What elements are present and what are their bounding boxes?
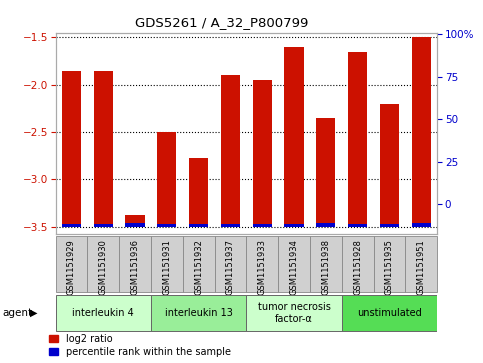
Bar: [253, 224, 272, 227]
Text: GSM1151929: GSM1151929: [67, 239, 76, 294]
Bar: [56, 236, 87, 292]
Bar: [62, 70, 81, 227]
Text: GSM1151931: GSM1151931: [162, 239, 171, 295]
Bar: [189, 159, 208, 227]
Bar: [380, 224, 399, 227]
Bar: [189, 224, 208, 227]
Text: GDS5261 / A_32_P800799: GDS5261 / A_32_P800799: [136, 16, 309, 29]
Text: ▶: ▶: [30, 308, 38, 318]
Bar: [119, 236, 151, 292]
Bar: [126, 215, 144, 227]
Text: agent: agent: [2, 308, 32, 318]
Bar: [94, 70, 113, 227]
Bar: [284, 47, 303, 227]
Text: GSM1151951: GSM1151951: [417, 239, 426, 294]
Text: interleukin 4: interleukin 4: [72, 308, 134, 318]
Text: GSM1151930: GSM1151930: [99, 239, 108, 295]
Bar: [151, 236, 183, 292]
Text: GSM1151938: GSM1151938: [321, 239, 330, 295]
Text: GSM1151932: GSM1151932: [194, 239, 203, 295]
Text: GSM1151934: GSM1151934: [289, 239, 298, 295]
Text: GSM1151935: GSM1151935: [385, 239, 394, 295]
Bar: [405, 236, 437, 292]
Bar: [183, 236, 214, 292]
Bar: [316, 223, 335, 227]
Bar: [278, 236, 310, 292]
Bar: [221, 224, 240, 227]
Text: GSM1151928: GSM1151928: [353, 239, 362, 295]
Bar: [94, 224, 113, 227]
Bar: [348, 52, 367, 227]
Text: tumor necrosis
factor-α: tumor necrosis factor-α: [257, 302, 330, 324]
Bar: [284, 224, 303, 227]
Text: GSM1151937: GSM1151937: [226, 239, 235, 295]
Bar: [221, 75, 240, 227]
Legend: log2 ratio, percentile rank within the sample: log2 ratio, percentile rank within the s…: [48, 333, 232, 358]
Bar: [157, 132, 176, 227]
Bar: [316, 118, 335, 227]
Bar: [157, 224, 176, 227]
Bar: [373, 236, 405, 292]
Bar: [126, 223, 144, 227]
Bar: [348, 224, 367, 227]
Text: GSM1151933: GSM1151933: [258, 239, 267, 295]
Bar: [412, 223, 431, 227]
Bar: [342, 236, 373, 292]
Text: GSM1151936: GSM1151936: [130, 239, 140, 295]
Bar: [342, 295, 437, 331]
Text: interleukin 13: interleukin 13: [165, 308, 233, 318]
Bar: [310, 236, 342, 292]
Bar: [412, 37, 431, 227]
Bar: [246, 236, 278, 292]
Bar: [253, 80, 272, 227]
Bar: [62, 224, 81, 227]
Text: unstimulated: unstimulated: [357, 308, 422, 318]
Bar: [87, 236, 119, 292]
Bar: [380, 103, 399, 227]
Bar: [214, 236, 246, 292]
Bar: [56, 295, 151, 331]
Bar: [151, 295, 246, 331]
Bar: [246, 295, 342, 331]
